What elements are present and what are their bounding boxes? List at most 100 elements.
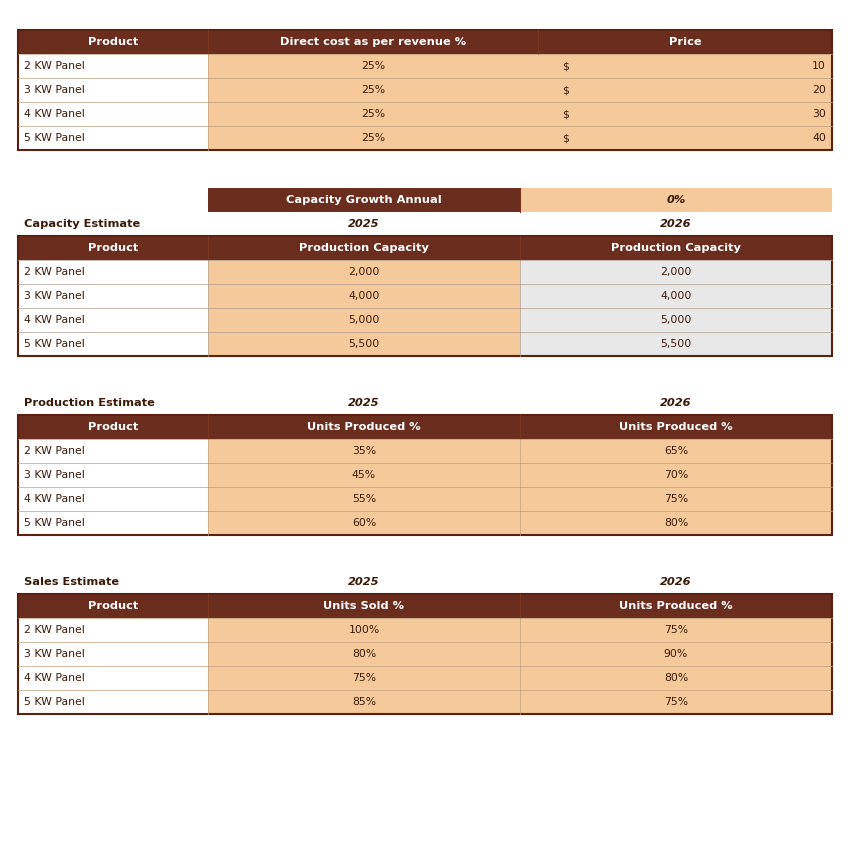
Text: 2 KW Panel: 2 KW Panel [24,446,85,456]
Bar [18,666,208,690]
Text: Product: Product [88,37,138,47]
Text: 55%: 55% [352,494,376,504]
Text: 5,000: 5,000 [660,315,692,325]
Text: $: $ [562,61,569,71]
Text: 80%: 80% [352,649,376,659]
Text: Units Sold %: Units Sold % [324,601,405,611]
Text: 2 KW Panel: 2 KW Panel [24,267,85,277]
Text: 2 KW Panel: 2 KW Panel [24,61,85,71]
Text: Product: Product [88,601,138,611]
Text: 75%: 75% [664,697,688,707]
Bar [18,332,208,356]
Text: 70%: 70% [664,470,688,480]
Text: Units Produced %: Units Produced % [619,601,733,611]
Bar [18,126,208,150]
Text: Production Capacity: Production Capacity [299,243,429,253]
Text: 25%: 25% [361,61,385,71]
Bar [208,236,520,260]
Bar [208,30,538,54]
Text: 2026: 2026 [660,219,692,229]
Text: 80%: 80% [664,518,688,528]
Text: 2 KW Panel: 2 KW Panel [24,625,85,635]
Bar [18,30,208,54]
Text: 2,000: 2,000 [660,267,692,277]
Text: 5,500: 5,500 [660,339,692,349]
Bar [18,54,208,78]
Bar [538,30,832,54]
Text: 75%: 75% [664,494,688,504]
Text: 25%: 25% [361,109,385,119]
Bar [208,78,832,102]
Bar [520,308,832,332]
Bar [208,463,520,487]
Text: 100%: 100% [348,625,380,635]
Bar [208,102,832,126]
Bar [18,415,208,439]
Bar [18,102,208,126]
Text: Price: Price [669,37,701,47]
Text: 4,000: 4,000 [660,291,692,301]
Bar [18,511,208,535]
Bar [18,415,832,535]
Bar [520,415,832,439]
Text: Production Capacity: Production Capacity [611,243,741,253]
Text: 25%: 25% [361,133,385,143]
Text: 5 KW Panel: 5 KW Panel [24,339,85,349]
Bar [520,332,832,356]
Text: 45%: 45% [352,470,376,480]
Bar [520,594,832,618]
Bar [520,439,832,463]
Text: Direct cost as per revenue %: Direct cost as per revenue % [280,37,466,47]
Bar [18,439,208,463]
Bar [208,690,520,714]
Bar [18,618,208,642]
Bar [208,642,520,666]
Bar [520,487,832,511]
Text: 3 KW Panel: 3 KW Panel [24,649,85,659]
Bar [208,594,520,618]
Text: 5 KW Panel: 5 KW Panel [24,518,85,528]
Text: 3 KW Panel: 3 KW Panel [24,291,85,301]
Text: 0%: 0% [666,195,686,205]
Text: 90%: 90% [664,649,688,659]
Bar [208,487,520,511]
Bar [18,30,832,150]
Bar [208,332,520,356]
Text: Capacity Estimate: Capacity Estimate [24,219,140,229]
Bar [520,236,832,260]
Bar [520,690,832,714]
Text: 60%: 60% [352,518,376,528]
Bar [208,511,520,535]
Bar [18,594,208,618]
Bar [520,260,832,284]
Text: 2026: 2026 [660,577,692,587]
Bar [520,666,832,690]
Text: 75%: 75% [352,673,376,683]
Bar [18,308,208,332]
Text: $: $ [562,109,569,119]
Text: Product: Product [88,422,138,432]
Text: Units Produced %: Units Produced % [307,422,421,432]
Text: 2025: 2025 [348,577,380,587]
Text: 2,000: 2,000 [348,267,380,277]
Text: $: $ [562,85,569,95]
Bar [520,463,832,487]
Bar [208,260,520,284]
Bar [18,642,208,666]
Bar [18,260,208,284]
Bar [520,511,832,535]
Bar [208,284,520,308]
Bar [18,487,208,511]
Text: 40: 40 [812,133,826,143]
Text: 5,500: 5,500 [348,339,380,349]
Text: 35%: 35% [352,446,376,456]
Text: 5 KW Panel: 5 KW Panel [24,133,85,143]
Text: 5,000: 5,000 [348,315,380,325]
Text: Capacity Growth Annual: Capacity Growth Annual [286,195,442,205]
Bar [208,188,520,212]
Text: 4 KW Panel: 4 KW Panel [24,109,85,119]
Bar [520,284,832,308]
Text: 4,000: 4,000 [348,291,380,301]
Text: Production Estimate: Production Estimate [24,398,155,408]
Bar [18,594,832,714]
